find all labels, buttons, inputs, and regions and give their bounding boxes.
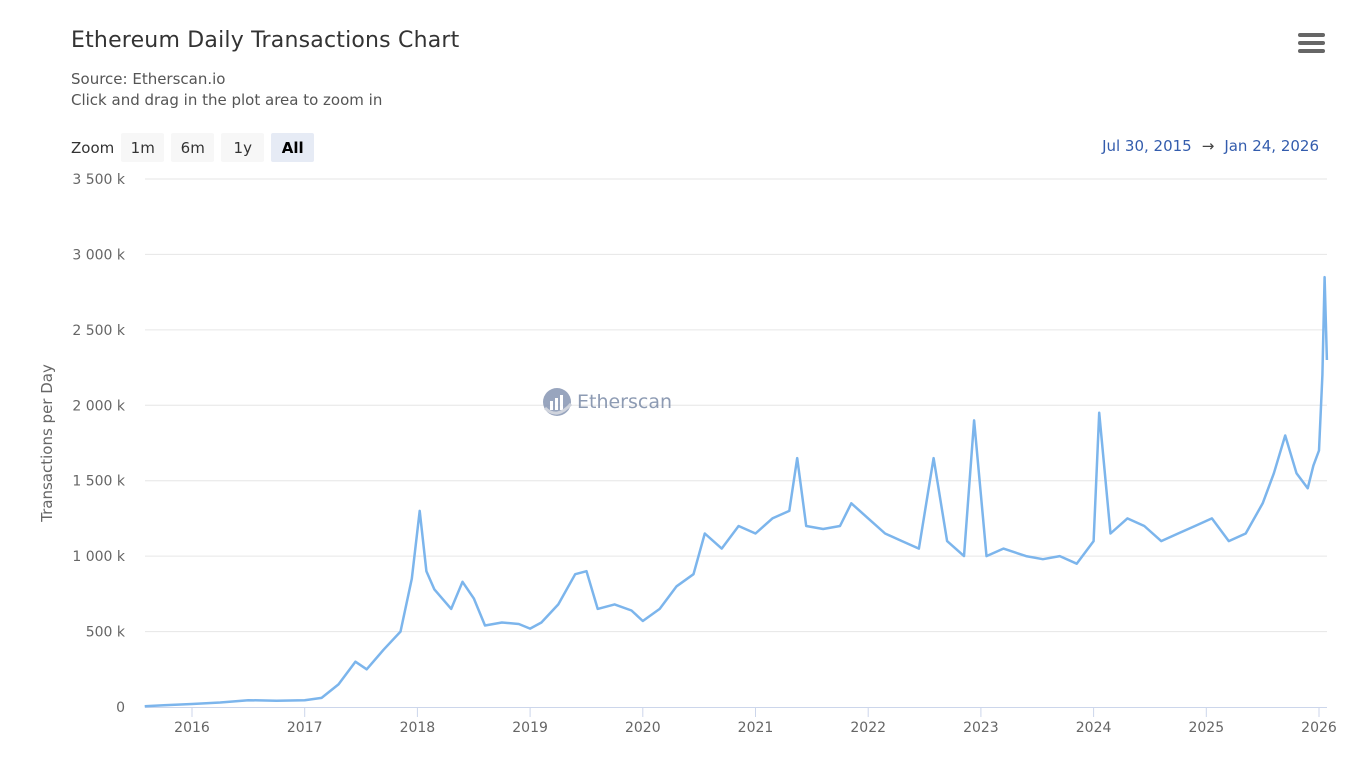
y-axis: 0 500 k 1 000 k 1 500 k 2 000 k 2 500 k 3 000 … [72,172,126,716]
x-tick-label: 2022 [850,720,886,736]
series-line [144,275,1329,708]
x-tick-label: 2025 [1188,720,1224,736]
x-tick-label: 2021 [738,720,774,736]
date-from-input[interactable]: Jul 30, 2015 [1102,137,1192,155]
x-axis: 2016 2017 2018 2019 2020 2021 2022 2023 2024 2025… [145,707,1337,736]
x-tick-label: 2024 [1076,720,1112,736]
zoom-label: Zoom [71,138,115,157]
date-range: Jul 30, 2015 → Jan 24, 2026 [1102,137,1319,155]
date-to-input[interactable]: Jan 24, 2026 [1224,137,1319,155]
zoom-6m-button[interactable]: 6m [171,133,215,162]
x-tick-label: 2017 [287,720,323,736]
y-tick-label: 2 000 k [72,398,126,414]
zoom-1m-button[interactable]: 1m [121,133,165,162]
zoom-hint-text: Click and drag in the plot area to zoom … [71,91,383,109]
y-tick-label: 1 500 k [72,474,126,490]
x-tick-label: 2020 [625,720,661,736]
y-tick-label: 2 500 k [72,323,126,339]
watermark-text: Etherscan [577,391,673,413]
range-selector: Zoom 1m 6m 1y All [71,133,321,162]
y-axis-title: Transactions per Day [38,364,56,523]
chart-title: Ethereum Daily Transactions Chart [71,28,460,53]
chart-subtitle: Source: Etherscan.io Click and drag in t… [71,69,382,111]
x-tick-label: 2023 [963,720,999,736]
y-tick-label: 1 000 k [72,549,126,565]
zoom-1y-button[interactable]: 1y [221,133,265,162]
x-tick-label: 2019 [512,720,548,736]
grid-lines [145,178,1327,633]
y-tick-label: 500 k [86,625,126,641]
range-arrow-icon: → [1201,137,1215,155]
y-tick-label: 3 500 k [72,172,126,188]
x-tick-label: 2018 [400,720,436,736]
source-text: Source: Etherscan.io [71,70,226,88]
x-tick-label: 2026 [1301,720,1337,736]
etherscan-watermark: Etherscan [541,386,672,418]
etherscan-logo-icon [543,388,573,416]
hamburger-menu-icon[interactable] [1298,33,1325,55]
y-tick-label: 3 000 k [72,247,126,263]
x-tick-label: 2016 [174,720,210,736]
y-tick-label: 0 [116,700,125,716]
zoom-all-button[interactable]: All [271,133,315,162]
